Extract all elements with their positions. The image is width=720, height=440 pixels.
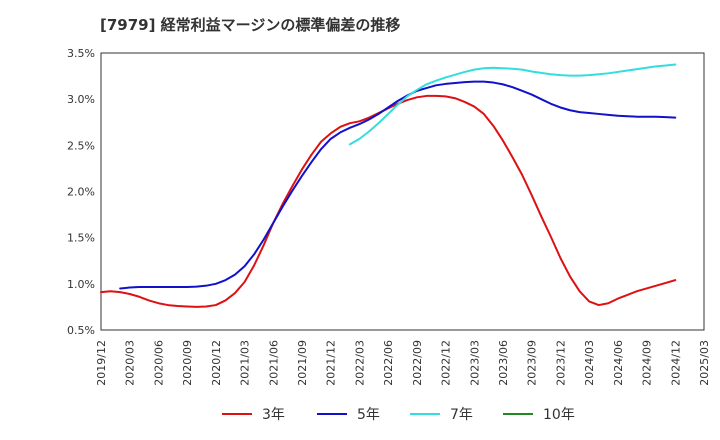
x-tick-label: 2020/06 bbox=[152, 340, 165, 386]
x-tick-label: 2023/12 bbox=[554, 340, 567, 386]
x-tick-label: 2021/09 bbox=[296, 340, 309, 386]
x-tick-label: 2022/09 bbox=[411, 340, 424, 386]
x-tick-label: 2025/03 bbox=[698, 340, 711, 386]
x-tick-label: 2024/09 bbox=[641, 340, 654, 386]
legend-label: 3年 bbox=[262, 407, 285, 423]
x-tick-label: 2020/03 bbox=[124, 340, 137, 386]
x-tick-label: 2020/09 bbox=[181, 340, 194, 386]
y-tick-label: 0.5% bbox=[67, 324, 95, 337]
x-tick-label: 2023/09 bbox=[526, 340, 539, 386]
x-tick-label: 2019/12 bbox=[95, 340, 108, 386]
series-line-7年 bbox=[348, 63, 677, 146]
x-tick-label: 2020/12 bbox=[210, 340, 223, 386]
legend-label: 7年 bbox=[450, 407, 473, 423]
x-tick-label: 2021/12 bbox=[325, 340, 338, 386]
legend-label: 5年 bbox=[357, 407, 380, 423]
x-tick-label: 2022/06 bbox=[382, 340, 395, 386]
x-tick-label: 2023/06 bbox=[497, 340, 510, 386]
legend-label: 10年 bbox=[543, 407, 575, 423]
y-tick-label: 1.5% bbox=[67, 232, 95, 245]
legend: 3年 5年 7年 10年 bbox=[222, 407, 575, 423]
x-tick-label: 2022/03 bbox=[353, 340, 366, 386]
y-tick-label: 1.0% bbox=[67, 278, 95, 291]
y-tick-label: 2.0% bbox=[67, 186, 95, 199]
x-tick-label: 2024/12 bbox=[669, 340, 682, 386]
plot-area bbox=[100, 52, 705, 331]
chart-title: [7979] 経常利益マージンの標準偏差の推移 bbox=[100, 16, 401, 34]
x-tick-label: 2024/03 bbox=[583, 340, 596, 386]
x-tick-label: 2023/03 bbox=[468, 340, 481, 386]
series-line-5年 bbox=[119, 80, 677, 290]
axes: 0.5% 1.0% 1.5% 2.0% 2.5% 3.0% 3.5% 2019/12 2020/… bbox=[67, 47, 711, 386]
x-tick-label: 2021/03 bbox=[239, 340, 252, 386]
y-tick-label: 3.0% bbox=[67, 93, 95, 106]
y-tick-label: 2.5% bbox=[67, 139, 95, 152]
y-tick-label: 3.5% bbox=[67, 47, 95, 60]
x-tick-label: 2022/12 bbox=[440, 340, 453, 386]
x-tick-label: 2021/06 bbox=[267, 340, 280, 386]
x-tick-label: 2024/06 bbox=[612, 340, 625, 386]
series-lines bbox=[100, 63, 677, 308]
